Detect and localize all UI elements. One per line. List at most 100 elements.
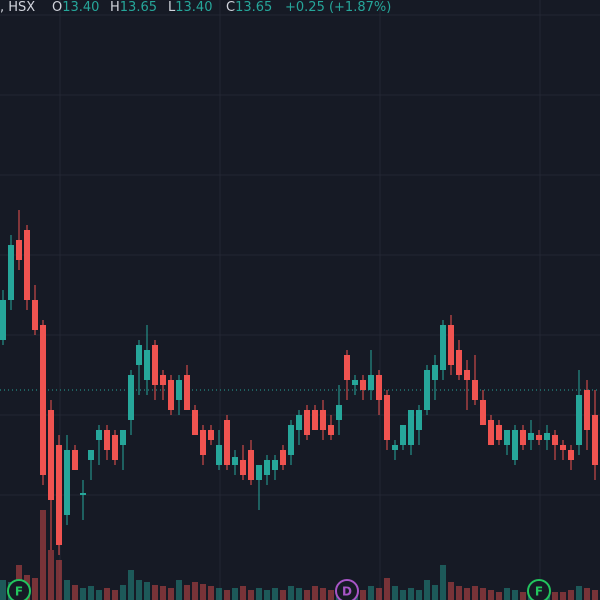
- volume-bar: [232, 588, 238, 600]
- volume-bar: [280, 590, 286, 600]
- volume-bar: [272, 588, 278, 600]
- candle-body: [8, 245, 14, 300]
- candle-body: [320, 410, 326, 430]
- volume-bar: [128, 570, 134, 600]
- volume-bar: [432, 585, 438, 600]
- candle-body: [480, 400, 486, 425]
- candle-body: [160, 375, 166, 385]
- volume-bar: [392, 586, 398, 600]
- candle-body: [192, 410, 198, 435]
- candle-body: [64, 450, 70, 515]
- legend-label: H: [110, 0, 120, 15]
- candle-body: [424, 370, 430, 410]
- candle-body: [560, 445, 566, 450]
- candle-body: [104, 430, 110, 450]
- volume-bar: [160, 586, 166, 600]
- candle-body: [256, 465, 262, 480]
- volume-bar: [240, 586, 246, 600]
- legend-label: L: [168, 0, 176, 15]
- candle-body: [72, 450, 78, 470]
- candle-body: [248, 450, 254, 480]
- volume-bar: [176, 580, 182, 600]
- volume-bar: [496, 592, 502, 600]
- volume-bar: [384, 578, 390, 600]
- candle-body: [88, 450, 94, 460]
- volume-bar: [40, 510, 46, 600]
- candle-body: [568, 450, 574, 460]
- volume-bar: [136, 580, 142, 600]
- event-marker: [7, 579, 31, 600]
- candle-body: [288, 425, 294, 455]
- event-marker: [527, 579, 551, 600]
- candle-body: [576, 395, 582, 445]
- candle-body: [216, 445, 222, 465]
- volume-bar: [264, 590, 270, 600]
- legend-change: +0.25 (+1.87%): [285, 0, 391, 15]
- candle-body: [136, 345, 142, 365]
- volume-bar: [216, 588, 222, 600]
- candle-body: [32, 300, 38, 330]
- volume-bar: [256, 588, 262, 600]
- volume-bar: [328, 590, 334, 600]
- candle-body: [400, 425, 406, 445]
- volume-bar: [288, 586, 294, 600]
- volume-bar: [200, 584, 206, 600]
- candle-body: [48, 410, 54, 500]
- candle-body: [368, 375, 374, 390]
- volume-bar: [584, 588, 590, 600]
- event-marker-label: F: [15, 585, 23, 599]
- volume-bar: [0, 580, 6, 600]
- candle-body: [40, 325, 46, 475]
- candle-body: [16, 240, 22, 260]
- event-marker-label: F: [535, 585, 543, 599]
- candle-body: [208, 430, 214, 440]
- candle-body: [584, 390, 590, 430]
- volume-bar: [488, 590, 494, 600]
- candle-body: [296, 415, 302, 430]
- candle-body: [512, 430, 518, 460]
- candle-body: [152, 345, 158, 385]
- volume-bar: [312, 586, 318, 600]
- candle-body: [520, 430, 526, 445]
- candle-body: [112, 435, 118, 460]
- candle-body: [504, 430, 510, 445]
- candle-body: [592, 415, 598, 465]
- candle-body: [312, 410, 318, 430]
- event-marker-label: D: [342, 585, 352, 599]
- volume-bar: [32, 578, 38, 600]
- volume-bar: [168, 588, 174, 600]
- event-marker: [335, 579, 359, 600]
- candle-body: [488, 420, 494, 445]
- volume-bar: [184, 585, 190, 600]
- candle-body: [128, 375, 134, 420]
- candle-body: [264, 460, 270, 475]
- candle-body: [352, 380, 358, 385]
- volume-bar: [520, 592, 526, 600]
- candle-layer: [0, 210, 600, 555]
- volume-bar: [456, 586, 462, 600]
- volume-bar: [296, 588, 302, 600]
- volume-bar: [88, 586, 94, 600]
- candle-body: [232, 457, 238, 465]
- volume-bar: [112, 590, 118, 600]
- candle-body: [432, 365, 438, 380]
- candle-body: [496, 425, 502, 440]
- volume-bar: [448, 582, 454, 600]
- volume-bar: [424, 580, 430, 600]
- legend-value: 13.65: [235, 0, 272, 15]
- volume-bar: [248, 590, 254, 600]
- candle-body: [464, 370, 470, 380]
- volume-bar: [472, 586, 478, 600]
- volume-bar: [64, 580, 70, 600]
- candle-body: [280, 450, 286, 465]
- volume-bar: [576, 586, 582, 600]
- volume-bar: [80, 588, 86, 600]
- candle-body: [456, 350, 462, 375]
- candle-body: [376, 375, 382, 400]
- candle-body: [472, 380, 478, 400]
- legend-value: 13.65: [120, 0, 157, 15]
